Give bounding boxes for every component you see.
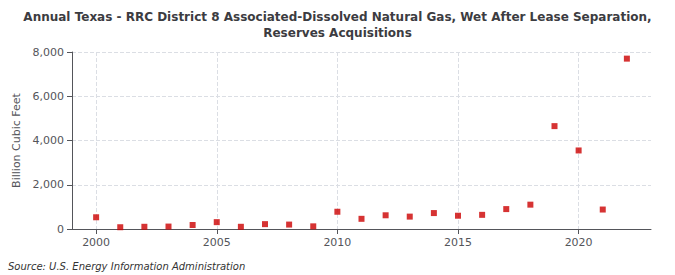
svg-text:4,000: 4,000 [33, 134, 65, 147]
svg-text:0: 0 [57, 223, 64, 236]
svg-text:2015: 2015 [444, 236, 472, 249]
svg-text:8,000: 8,000 [33, 46, 65, 59]
svg-text:2010: 2010 [323, 236, 351, 249]
svg-text:6,000: 6,000 [33, 90, 65, 103]
svg-text:Reserves Acquisitions: Reserves Acquisitions [263, 26, 412, 40]
svg-text:Billion Cubic Feet: Billion Cubic Feet [10, 92, 23, 187]
svg-text:2020: 2020 [565, 236, 593, 249]
svg-text:2005: 2005 [203, 236, 231, 249]
svg-text:Source: U.S. Energy Informatio: Source: U.S. Energy Information Administ… [8, 261, 245, 272]
svg-text:Annual Texas - RRC District 8: Annual Texas - RRC District 8 Associated… [23, 10, 651, 24]
svg-text:2,000: 2,000 [33, 178, 65, 191]
svg-text:2000: 2000 [82, 236, 110, 249]
